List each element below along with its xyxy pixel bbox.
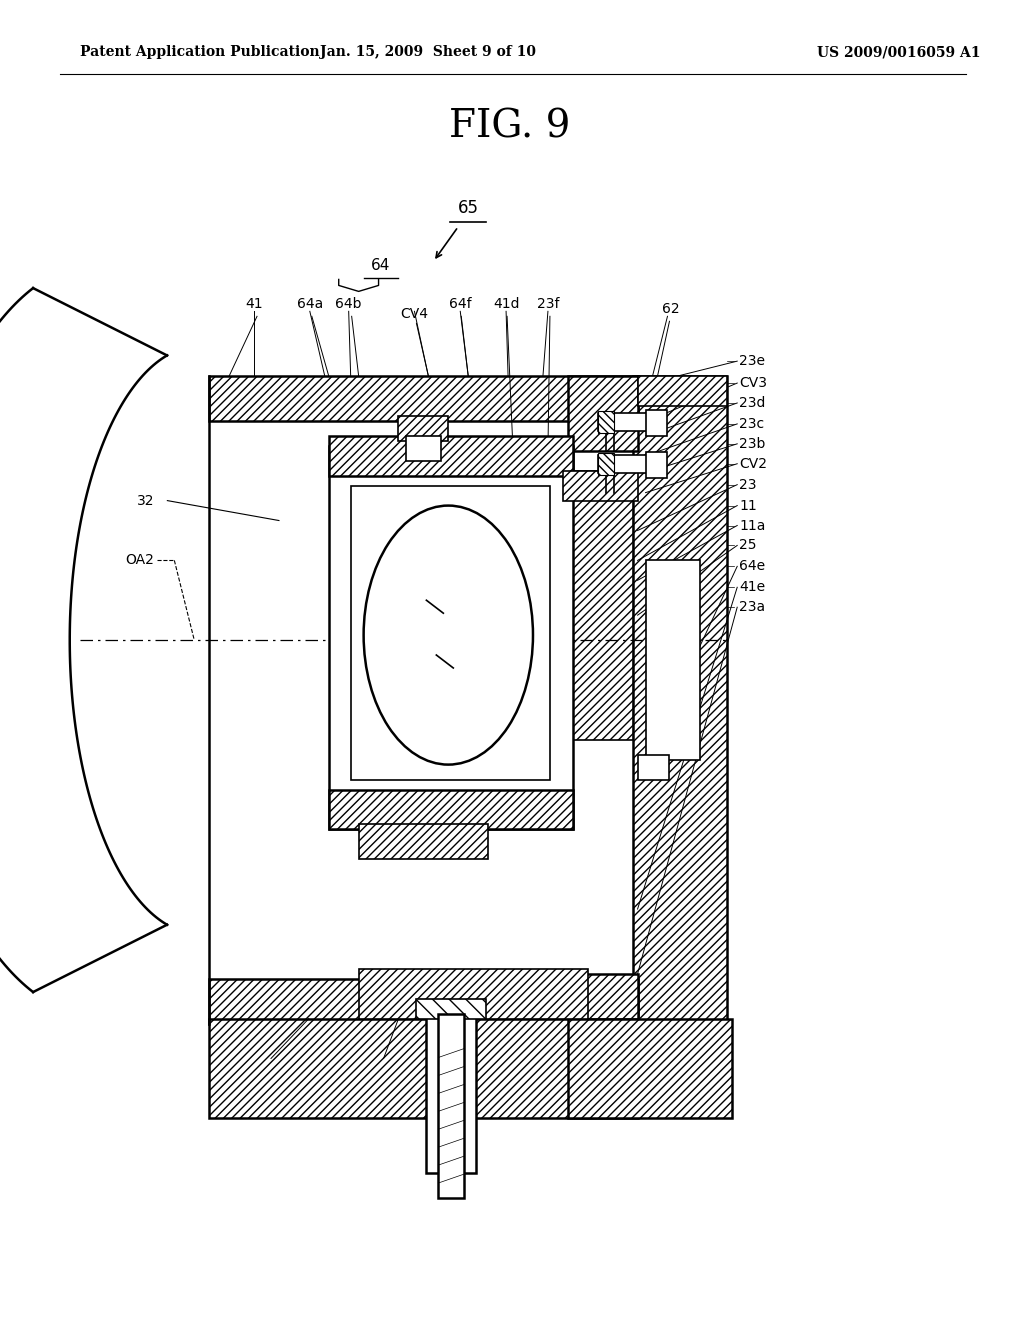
Bar bbox=[417, 999, 486, 1019]
Bar bbox=[358, 825, 488, 859]
Bar bbox=[563, 471, 638, 500]
Bar bbox=[438, 1014, 464, 1199]
Text: 23: 23 bbox=[739, 478, 757, 491]
Bar bbox=[598, 411, 613, 433]
Bar bbox=[638, 755, 670, 780]
Bar bbox=[209, 376, 638, 421]
Text: 62: 62 bbox=[663, 302, 680, 317]
Bar bbox=[358, 969, 588, 1019]
Bar bbox=[645, 411, 668, 436]
Text: 23b: 23b bbox=[739, 437, 766, 451]
Text: 64c: 64c bbox=[371, 1068, 396, 1082]
Text: 41e: 41e bbox=[739, 581, 765, 594]
Bar bbox=[350, 486, 550, 780]
Text: 41d: 41d bbox=[493, 297, 519, 312]
Text: 64a: 64a bbox=[297, 297, 323, 312]
Text: CV3: CV3 bbox=[739, 376, 767, 389]
Bar bbox=[329, 436, 572, 475]
Text: 21a: 21a bbox=[455, 1068, 481, 1082]
Bar bbox=[633, 376, 727, 1023]
Bar bbox=[568, 1019, 732, 1118]
Bar bbox=[598, 455, 657, 473]
Text: 11a: 11a bbox=[739, 519, 766, 532]
Bar bbox=[426, 1008, 476, 1173]
Bar bbox=[568, 376, 638, 451]
Text: CV4: CV4 bbox=[400, 308, 428, 321]
Text: 23f: 23f bbox=[537, 297, 559, 312]
Bar bbox=[568, 974, 638, 1023]
Bar bbox=[598, 413, 657, 430]
Bar bbox=[645, 561, 700, 759]
Text: Jan. 15, 2009  Sheet 9 of 10: Jan. 15, 2009 Sheet 9 of 10 bbox=[321, 45, 537, 59]
Text: 23e: 23e bbox=[739, 354, 765, 368]
Text: 23c: 23c bbox=[739, 417, 764, 430]
Text: 64b: 64b bbox=[336, 297, 361, 312]
Text: CV2: CV2 bbox=[739, 457, 767, 471]
Bar bbox=[638, 376, 727, 407]
Bar bbox=[329, 446, 572, 829]
Bar bbox=[209, 1019, 638, 1118]
Bar bbox=[329, 789, 572, 829]
Text: 64f: 64f bbox=[449, 297, 472, 312]
Bar bbox=[598, 453, 613, 475]
Text: OA2: OA2 bbox=[126, 553, 155, 568]
Text: 64: 64 bbox=[371, 259, 390, 273]
Text: 23d: 23d bbox=[739, 396, 766, 411]
Bar bbox=[572, 471, 633, 739]
Text: 11: 11 bbox=[739, 499, 757, 512]
Text: US 2009/0016059 A1: US 2009/0016059 A1 bbox=[817, 45, 980, 59]
Text: CV1: CV1 bbox=[439, 1109, 467, 1122]
Text: FIG. 9: FIG. 9 bbox=[450, 108, 570, 145]
Text: 64e: 64e bbox=[739, 560, 765, 573]
Text: 23a: 23a bbox=[739, 601, 765, 614]
Bar bbox=[209, 979, 638, 1023]
Ellipse shape bbox=[364, 506, 532, 764]
Text: 32: 32 bbox=[137, 494, 155, 508]
Bar bbox=[645, 451, 668, 478]
Bar bbox=[407, 436, 441, 461]
Text: 25: 25 bbox=[739, 539, 757, 553]
Text: 41: 41 bbox=[245, 297, 263, 312]
Text: 64d: 64d bbox=[258, 1068, 285, 1082]
Text: 65: 65 bbox=[458, 199, 479, 216]
Bar bbox=[398, 416, 449, 441]
Text: Patent Application Publication: Patent Application Publication bbox=[80, 45, 319, 59]
